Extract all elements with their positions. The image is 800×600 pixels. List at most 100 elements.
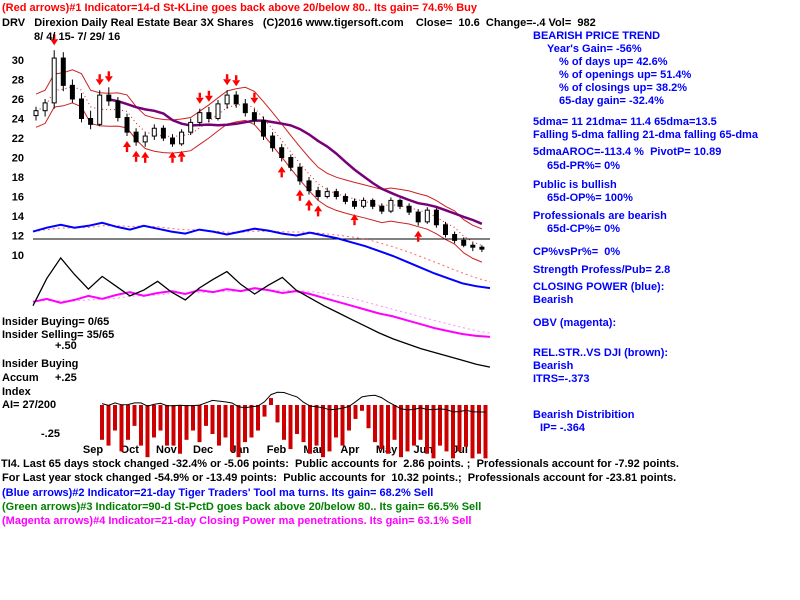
closing-power-label: CLOSING POWER (blue): [533, 281, 665, 293]
accum-index-bar [334, 405, 338, 438]
insider-buying-count: Insider Buying= 0/65 [2, 316, 110, 328]
accum-index-bar [171, 405, 176, 446]
buy-arrow-icon-stem [353, 220, 356, 226]
candle-body [170, 137, 175, 145]
buy-arrow-icon [314, 205, 323, 212]
candle-body [443, 224, 448, 236]
buy-arrow-icon-stem [417, 236, 420, 242]
candle-body [179, 131, 185, 145]
sell-arrow-icon-stem [98, 74, 101, 80]
buy-arrow-icon [277, 166, 286, 173]
accum-index-line [101, 391, 486, 413]
footer-65day-summary: TI4. Last 65 days stock changed -32.4% o… [1, 458, 679, 470]
candle-body [415, 211, 421, 223]
accum-index-bar [230, 405, 234, 452]
buy-arrow-icon-stem [180, 156, 183, 162]
candle-body [160, 127, 166, 139]
candle-body [242, 103, 248, 114]
candle-body [69, 84, 75, 100]
candle-body [461, 239, 467, 246]
candle-body [424, 209, 430, 223]
professionals-stance: Professionals are bearish [533, 210, 667, 222]
candle-body [142, 135, 148, 143]
accum-index-bar [106, 405, 111, 446]
accum-index-bar [483, 405, 488, 459]
candle-body [251, 112, 257, 121]
candle-body [433, 209, 439, 226]
accum-index-bar [373, 405, 377, 443]
accum-index-bar [464, 405, 468, 447]
candle-body [361, 199, 367, 207]
buy-arrow-icon-stem [298, 195, 302, 201]
relstr-label: REL.STR..VS DJI (brown): [533, 347, 669, 359]
buy-arrow-icon [132, 150, 141, 157]
accum-index-bar [100, 405, 104, 440]
y-axis-tick: 22 [12, 133, 24, 145]
accum-scale-plus-50: +.50 [55, 340, 77, 352]
candle-body [270, 135, 276, 149]
candle-body [315, 190, 321, 197]
accum-index-bar [308, 405, 312, 454]
lower-band-line [35, 102, 483, 263]
candle-body [79, 98, 84, 119]
closing-power-ma-dotted [32, 225, 491, 283]
y-axis-tick: 14 [12, 211, 25, 223]
accum-index-bar [152, 405, 156, 438]
accum-index-bar [113, 405, 117, 431]
candle-body [333, 191, 339, 197]
candle-body [406, 205, 412, 213]
candle-body [297, 166, 303, 182]
candle-body [42, 102, 48, 112]
ip-value: IP= -.364 [540, 422, 585, 434]
candle-body [206, 112, 212, 120]
buy-arrow-icon-stem [280, 172, 283, 178]
month-label: Apr [340, 444, 360, 456]
candle-body [88, 118, 94, 125]
candle-body [379, 205, 385, 212]
accum-index-bar [438, 405, 442, 446]
buy-arrow-icon [123, 141, 131, 148]
accum-index-bar [321, 405, 325, 458]
y-axis-tick: 24 [12, 114, 25, 126]
footer-year-summary: For Last year stock changed -54.9% or -1… [2, 472, 677, 484]
title-line: DRV Direxion Daily Real Estate Bear 3X S… [2, 17, 596, 29]
accum-index-bar [301, 405, 306, 443]
buy-arrow-icon [141, 151, 150, 158]
accum-index-bar [178, 405, 182, 454]
candle-body [106, 94, 112, 102]
month-label: Feb [267, 444, 287, 456]
cp-65d: 65d-CP%= 0% [547, 223, 621, 235]
accum-index-bar [418, 405, 423, 440]
candle-body [261, 119, 266, 137]
buy-arrow-icon [350, 214, 359, 221]
sell-arrow-icon [195, 97, 204, 104]
accum-index-bar [191, 405, 195, 431]
closing-power-state: Bearish [533, 294, 574, 306]
years-gain: Year's Gain= -56% [547, 43, 642, 55]
buy-arrow-icon-stem [307, 205, 311, 211]
accum-index-bar [269, 398, 273, 405]
ai-value: AI= 27/200 [2, 399, 57, 411]
op-65d: 65d-OP%= 100% [547, 192, 633, 204]
accum-index-bar [347, 405, 351, 431]
accum-index-bar [145, 405, 150, 458]
accum-index-bar [399, 405, 403, 458]
month-label: Dec [193, 444, 213, 456]
aroc-pivot: 5dmaAROC=-113.4 % PivotP= 10.89 [533, 146, 722, 158]
candle-body [151, 127, 157, 137]
accum-index-bar [340, 405, 345, 446]
accum-index-bar [204, 405, 208, 426]
accum-index-bar [184, 405, 189, 440]
accum-pane-title-2: Accum [2, 372, 39, 384]
candle-body [370, 199, 376, 207]
itrs-value: ITRS=-.373 [533, 373, 590, 385]
dma-trend: Falling 5-dma falling 21-dma falling 65-… [533, 129, 758, 141]
y-axis-tick: 28 [12, 75, 24, 87]
accum-index-bar [444, 405, 449, 452]
strength-ratio: Strength Profess/Pub= 2.8 [533, 264, 671, 276]
sell-arrow-icon-stem [235, 75, 238, 81]
gain-65-day: 65-day gain= -32.4% [559, 95, 664, 107]
accum-index-bar [282, 405, 286, 440]
signal-1-line: (Red arrows)#1 Indicator=14-d St-KLine g… [2, 2, 477, 14]
accum-index-bar [327, 405, 332, 452]
